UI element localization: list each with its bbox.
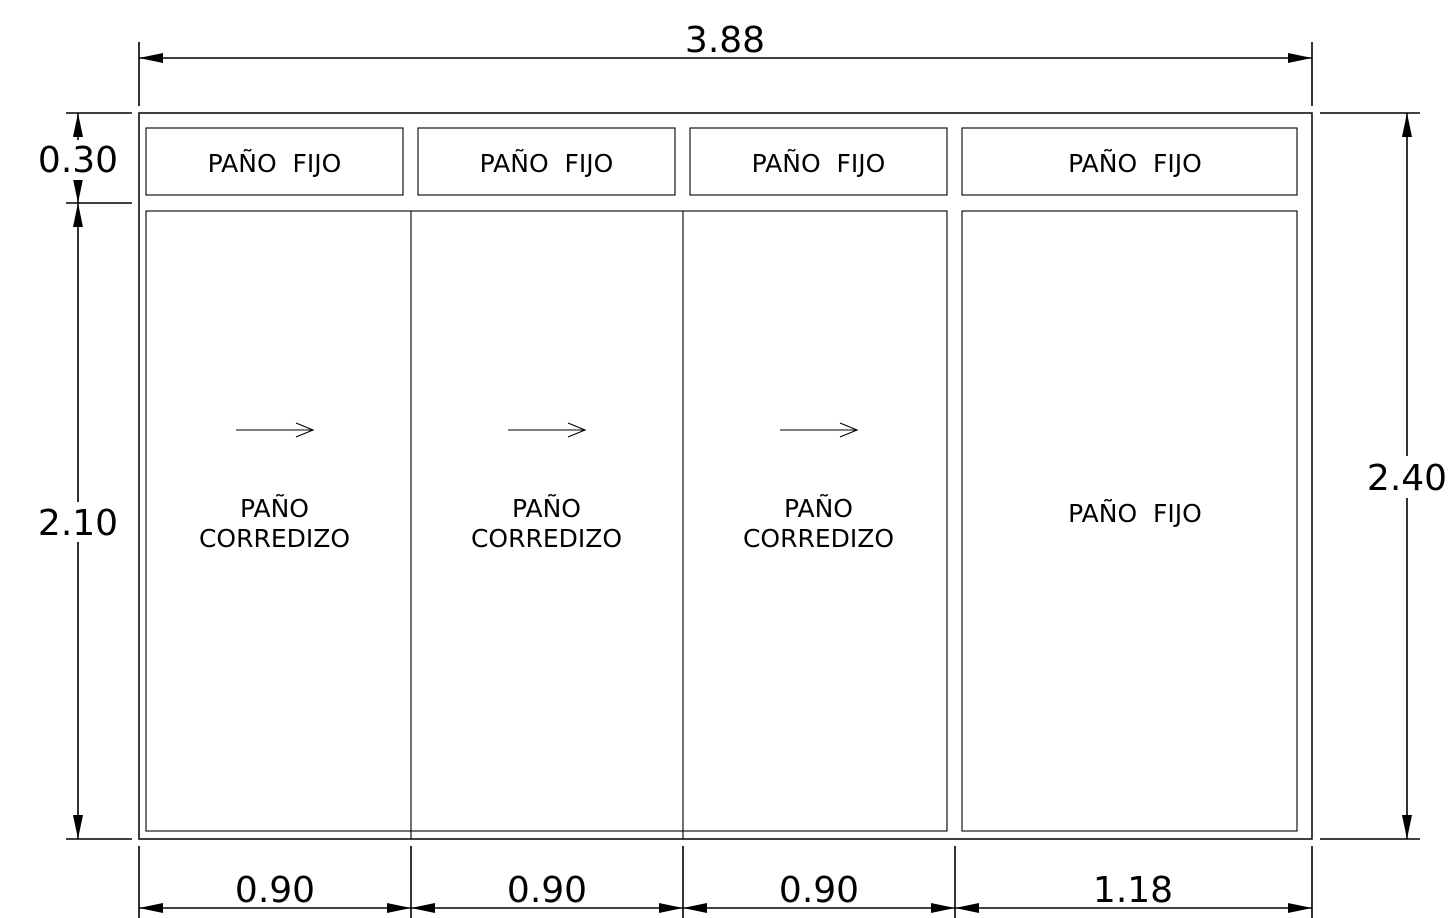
top-row bbox=[145, 127, 1298, 196]
dim-total-height-text: 2.40 bbox=[1367, 458, 1447, 499]
sliding-panel-2-label-line1: PAÑO bbox=[512, 493, 581, 523]
sliding-panel-2-label-line2: CORREDIZO bbox=[471, 524, 622, 553]
top-panel-2 bbox=[417, 127, 676, 196]
dim-panel-width-3: 0.90 bbox=[779, 870, 859, 911]
dim-left-heights: 0.30 2.10 bbox=[36, 112, 132, 840]
fixed-panel-large-label: PAÑO FIJO bbox=[1068, 498, 1202, 528]
dim-panel-width-4: 1.18 bbox=[1093, 870, 1173, 911]
slide-arrow-icon bbox=[780, 422, 859, 438]
top-panel-2-label: PAÑO FIJO bbox=[480, 148, 614, 178]
dim-total-width: 3.88 bbox=[138, 20, 1313, 106]
sliding-panel-3-label-line2: CORREDIZO bbox=[743, 524, 894, 553]
dim-total-width-text: 3.88 bbox=[685, 20, 765, 61]
top-panel-4 bbox=[961, 127, 1298, 196]
top-panel-4-label: PAÑO FIJO bbox=[1068, 148, 1202, 178]
fixed-panel-large bbox=[961, 210, 1298, 832]
sliding-panel-1-label-line2: CORREDIZO bbox=[199, 524, 350, 553]
bottom-row bbox=[145, 210, 1298, 839]
top-panel-3-label: PAÑO FIJO bbox=[752, 148, 886, 178]
top-panel-1 bbox=[145, 127, 404, 196]
dim-panel-width-1: 0.90 bbox=[235, 870, 315, 911]
outer-frame bbox=[138, 112, 1313, 840]
sliding-panel-1-label-line1: PAÑO bbox=[240, 493, 309, 523]
dim-panel-widths: 0.90 0.90 0.90 1.18 bbox=[138, 846, 1313, 918]
sliding-panels-block bbox=[145, 210, 948, 832]
sliding-panel-3-label-line1: PAÑO bbox=[784, 493, 853, 523]
top-panel-1-label: PAÑO FIJO bbox=[208, 148, 342, 178]
slide-arrow-icon bbox=[236, 422, 315, 438]
dim-panel-width-2: 0.90 bbox=[507, 870, 587, 911]
dim-top-height-text: 0.30 bbox=[38, 140, 118, 181]
dim-bottom-height-text: 2.10 bbox=[38, 503, 118, 544]
dim-total-height: 2.40 bbox=[1320, 112, 1448, 840]
slide-arrow-icon bbox=[508, 422, 587, 438]
top-panel-3 bbox=[689, 127, 948, 196]
